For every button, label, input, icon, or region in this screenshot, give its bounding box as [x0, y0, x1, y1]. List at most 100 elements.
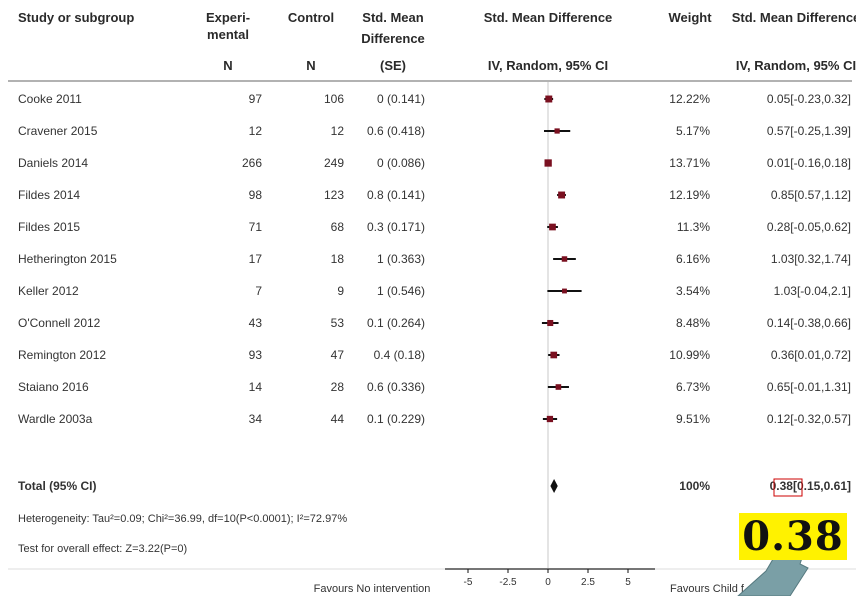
study-name: Remington 2012: [18, 348, 106, 362]
header-experimental-line2: mental: [207, 27, 249, 42]
callout-value-badge: 0.38: [739, 513, 847, 560]
x-axis-ticks: -5 -2.5 0 2.5 5: [464, 569, 631, 588]
header-ci-subtitle: IV, Random, 95% CI: [736, 58, 856, 73]
study-ci-text: 0.12[-0.32,0.57]: [767, 412, 851, 426]
point-estimate: [562, 288, 567, 294]
smd-se: 0.1 (0.264): [367, 316, 425, 330]
experimental-n: 266: [242, 156, 262, 170]
study-weight: 6.16%: [676, 252, 710, 266]
point-estimate: [544, 159, 552, 167]
point-estimate: [561, 256, 568, 262]
header-weight: Weight: [668, 10, 712, 25]
point-estimate: [554, 128, 560, 134]
total-diamond: [550, 479, 558, 493]
control-n: 28: [331, 380, 345, 394]
smd-se: 0.1 (0.229): [367, 412, 425, 426]
study-name: Cravener 2015: [18, 124, 98, 138]
study-ci-text: 0.36[0.01,0.72]: [771, 348, 851, 362]
x-tick-label: -5: [464, 577, 473, 588]
favours-right-label: Favours Child f: [670, 583, 745, 595]
study-weight: 3.54%: [676, 284, 710, 298]
x-tick-label: 2.5: [581, 577, 595, 588]
header-control-n: N: [306, 58, 315, 73]
point-estimate: [549, 223, 556, 231]
control-n: 9: [337, 284, 344, 298]
total-label: Total (95% CI): [18, 479, 96, 493]
point-estimate: [555, 384, 562, 390]
x-tick-label: -2.5: [499, 577, 517, 588]
study-ci-text: 0.05[-0.23,0.32]: [767, 92, 851, 106]
smd-se: 0.6 (0.418): [367, 124, 425, 138]
experimental-n: 93: [249, 348, 263, 362]
total-ci-text: 0.38[0.15,0.61]: [770, 479, 851, 493]
favours-left-label: Favours No intervention: [314, 583, 431, 595]
control-n: 44: [331, 412, 345, 426]
study-rows: Cooke 2011 97 106 0 (0.141) 12.22% 0.05[-0.23…: [18, 92, 851, 426]
study-name: Keller 2012: [18, 284, 79, 298]
experimental-n: 12: [249, 124, 263, 138]
header-ci-title: Std. Mean Difference: [732, 10, 856, 25]
smd-se: 0 (0.141): [377, 92, 425, 106]
study-weight: 12.19%: [669, 188, 710, 202]
study-ci-text: 0.65[-0.01,1.31]: [767, 380, 851, 394]
point-estimate: [546, 415, 554, 423]
x-tick-label: 5: [625, 577, 631, 588]
header-smd-se: (SE): [380, 58, 406, 73]
experimental-n: 14: [249, 380, 263, 394]
study-weight: 10.99%: [669, 348, 710, 362]
study-weight: 8.48%: [676, 316, 710, 330]
smd-se: 1 (0.546): [377, 284, 425, 298]
header-experimental-n: N: [223, 58, 232, 73]
experimental-n: 7: [255, 284, 262, 298]
study-name: Hetherington 2015: [18, 252, 117, 266]
header-forest-title: Std. Mean Difference: [484, 10, 613, 25]
control-n: 106: [324, 92, 344, 106]
experimental-n: 43: [249, 316, 263, 330]
point-estimate: [545, 95, 553, 103]
header-study: Study or subgroup: [18, 10, 134, 25]
smd-se: 0.6 (0.336): [367, 380, 425, 394]
smd-se: 0.3 (0.171): [367, 220, 425, 234]
experimental-n: 97: [249, 92, 263, 106]
study-name: Cooke 2011: [18, 92, 82, 106]
control-n: 12: [331, 124, 345, 138]
experimental-n: 71: [249, 220, 263, 234]
study-name: Daniels 2014: [18, 156, 88, 170]
control-n: 249: [324, 156, 344, 170]
header-smd-line1: Std. Mean: [362, 10, 423, 25]
study-weight: 5.17%: [676, 124, 710, 138]
point-estimate: [550, 351, 558, 359]
experimental-n: 17: [249, 252, 263, 266]
study-ci-text: 0.28[-0.05,0.62]: [767, 220, 851, 234]
smd-se: 1 (0.363): [377, 252, 425, 266]
control-n: 123: [324, 188, 344, 202]
control-n: 68: [331, 220, 345, 234]
study-name: Fildes 2015: [18, 220, 80, 234]
control-n: 47: [331, 348, 345, 362]
point-estimate: [547, 319, 554, 327]
smd-se: 0.8 (0.141): [367, 188, 425, 202]
total-weight: 100%: [679, 479, 710, 493]
experimental-n: 34: [249, 412, 263, 426]
study-ci-text: 0.01[-0.16,0.18]: [767, 156, 851, 170]
heterogeneity-text: Heterogeneity: Tau²=0.09; Chi²=36.99, df…: [18, 513, 347, 525]
smd-se: 0.4 (0.18): [374, 348, 425, 362]
experimental-n: 98: [249, 188, 263, 202]
study-weight: 11.3%: [677, 220, 710, 234]
header-experimental-line1: Experi-: [206, 10, 250, 25]
point-estimate: [558, 191, 566, 199]
study-name: O'Connell 2012: [18, 316, 101, 330]
study-ci-text: 1.03[-0.04,2.1]: [774, 284, 851, 298]
header-smd-line2: Difference: [361, 31, 425, 46]
study-weight: 9.51%: [676, 412, 710, 426]
header-forest-subtitle: IV, Random, 95% CI: [488, 58, 608, 73]
study-ci-text: 0.85[0.57,1.12]: [771, 188, 851, 202]
study-ci-text: 1.03[0.32,1.74]: [771, 252, 851, 266]
callout-highlight-box: [773, 478, 803, 497]
study-weight: 6.73%: [676, 380, 710, 394]
study-weight: 13.71%: [669, 156, 710, 170]
overall-effect-text: Test for overall effect: Z=3.22(P=0): [18, 543, 187, 555]
forest-marks: [541, 95, 582, 493]
study-name: Staiano 2016: [18, 380, 89, 394]
